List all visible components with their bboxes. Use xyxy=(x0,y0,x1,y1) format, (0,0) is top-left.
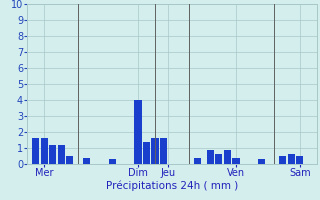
Bar xyxy=(258,159,265,164)
Bar xyxy=(296,156,303,164)
Bar xyxy=(232,158,239,164)
Bar xyxy=(288,154,295,164)
Bar xyxy=(207,150,214,164)
Bar xyxy=(58,145,65,164)
Bar xyxy=(83,158,91,164)
Bar xyxy=(134,100,141,164)
Bar xyxy=(151,138,159,164)
Bar xyxy=(279,156,286,164)
Bar xyxy=(66,156,73,164)
Bar xyxy=(109,159,116,164)
Bar xyxy=(160,138,167,164)
Bar xyxy=(49,145,56,164)
Bar xyxy=(143,142,150,164)
Bar xyxy=(224,150,231,164)
Bar xyxy=(41,138,48,164)
Bar xyxy=(194,158,201,164)
X-axis label: Précipitations 24h ( mm ): Précipitations 24h ( mm ) xyxy=(106,181,238,191)
Bar xyxy=(215,154,222,164)
Bar xyxy=(32,138,39,164)
